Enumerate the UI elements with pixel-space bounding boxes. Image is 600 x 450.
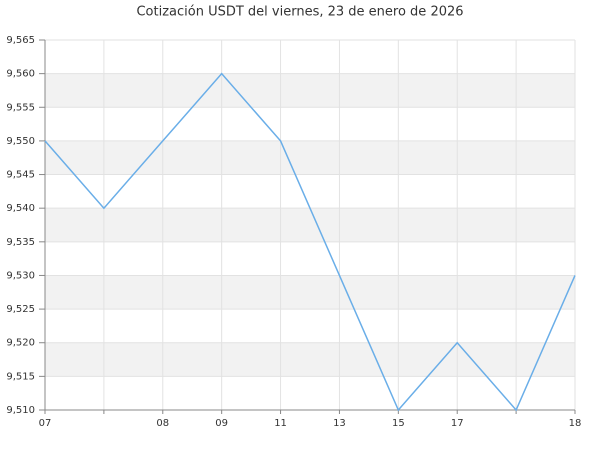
x-tick-label: 08 bbox=[156, 418, 169, 429]
x-tick-label: 11 bbox=[274, 418, 287, 429]
series-line bbox=[44, 72, 576, 412]
y-tick-label: 9,535 bbox=[6, 237, 35, 248]
x-tick-label: 18 bbox=[569, 418, 582, 429]
grid-band bbox=[45, 140, 575, 175]
y-tick-label: 9,525 bbox=[6, 304, 35, 315]
y-tick-label: 9,540 bbox=[6, 203, 35, 214]
y-tick-label: 9,555 bbox=[6, 102, 35, 113]
x-tick-label: 15 bbox=[392, 418, 405, 429]
x-tick-label: 13 bbox=[333, 418, 346, 429]
x-tick-label: 07 bbox=[39, 418, 52, 429]
grid-band bbox=[45, 73, 575, 108]
grid-band bbox=[45, 342, 575, 377]
y-tick-label: 9,510 bbox=[6, 405, 35, 416]
grid-band bbox=[45, 208, 575, 242]
y-tick-label: 9,550 bbox=[6, 136, 35, 147]
grid-band bbox=[45, 275, 575, 310]
x-tick-label: 17 bbox=[451, 418, 464, 429]
y-tick-label: 9,530 bbox=[6, 270, 35, 281]
y-tick-label: 9,560 bbox=[6, 69, 35, 80]
x-tick-label: 09 bbox=[215, 418, 228, 429]
y-tick-label: 9,565 bbox=[6, 35, 35, 46]
y-tick-label: 9,545 bbox=[6, 170, 35, 181]
y-tick-label: 9,515 bbox=[6, 371, 35, 382]
chart-title: Cotización USDT del viernes, 23 de enero… bbox=[136, 5, 463, 20]
y-tick-label: 9,520 bbox=[6, 338, 35, 349]
